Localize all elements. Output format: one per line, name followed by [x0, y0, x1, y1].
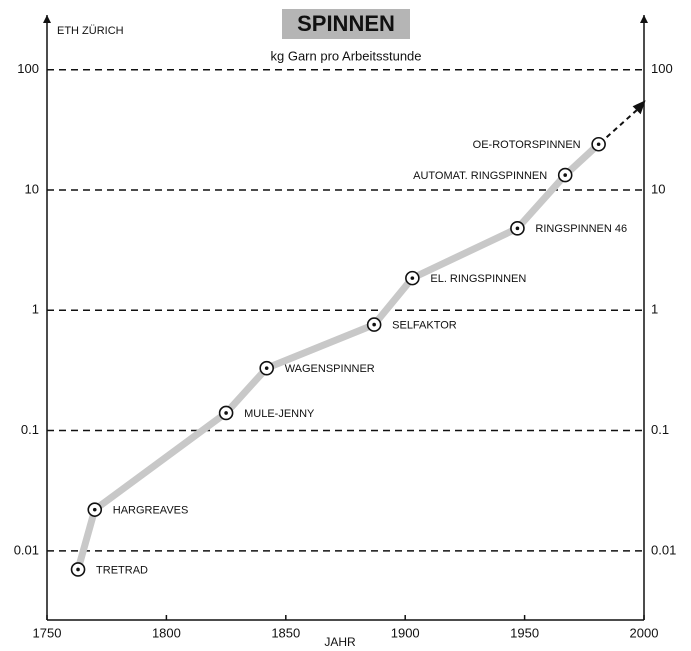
x-tick-label: 1900 [391, 625, 420, 640]
point-dot [372, 322, 376, 327]
point-dot [410, 276, 415, 280]
axis-arrow [640, 15, 648, 23]
x-tick-label: 1850 [271, 625, 300, 640]
point-label: WAGENSPINNER [285, 363, 375, 375]
point-dot [596, 142, 601, 147]
point-dot [92, 507, 97, 512]
y2-tick-label: 0.01 [651, 542, 676, 557]
point-dot [224, 411, 228, 415]
chart-subtitle: kg Garn pro Arbeitsstunde [270, 48, 421, 63]
y-tick-label: 0.01 [14, 542, 39, 557]
x-tick-label: 1750 [33, 625, 62, 640]
source: ETH ZÜRICH [57, 25, 124, 37]
point-label: EL. RINGSPINNEN [430, 273, 526, 285]
projection-arrow-head [632, 100, 646, 115]
x-axis-label: JAHR [324, 635, 356, 649]
x-tick-label: 1950 [510, 625, 539, 640]
point-label: SELFAKTOR [392, 320, 457, 332]
y-tick-label: 1 [32, 302, 39, 317]
y2-tick-label: 1 [651, 302, 658, 317]
point-label: MULE-JENNY [244, 408, 315, 420]
chart-title: SPINNEN [297, 11, 395, 36]
point-label: TRETRAD [96, 564, 148, 576]
y2-tick-label: 100 [651, 61, 673, 76]
y-tick-label: 100 [17, 61, 39, 76]
point-label: AUTOMAT. RINGSPINNEN [413, 170, 547, 182]
point-label: OE-ROTORSPINNEN [473, 139, 581, 151]
point-dot [264, 366, 269, 370]
point-dot [563, 173, 567, 177]
axis-arrow [43, 15, 51, 23]
point-label: RINGSPINNEN 46 [535, 223, 627, 235]
point-dot [515, 226, 520, 231]
projection-arrow [605, 109, 638, 138]
y2-tick-label: 0.1 [651, 422, 669, 437]
x-tick-label: 1800 [152, 625, 181, 640]
y-tick-label: 10 [25, 181, 39, 196]
point-label: HARGREAVES [113, 505, 189, 517]
y2-tick-label: 10 [651, 181, 665, 196]
y-tick-label: 0.1 [21, 422, 39, 437]
point-dot [76, 567, 80, 572]
x-tick-label: 2000 [630, 625, 659, 640]
title-box [282, 9, 410, 39]
